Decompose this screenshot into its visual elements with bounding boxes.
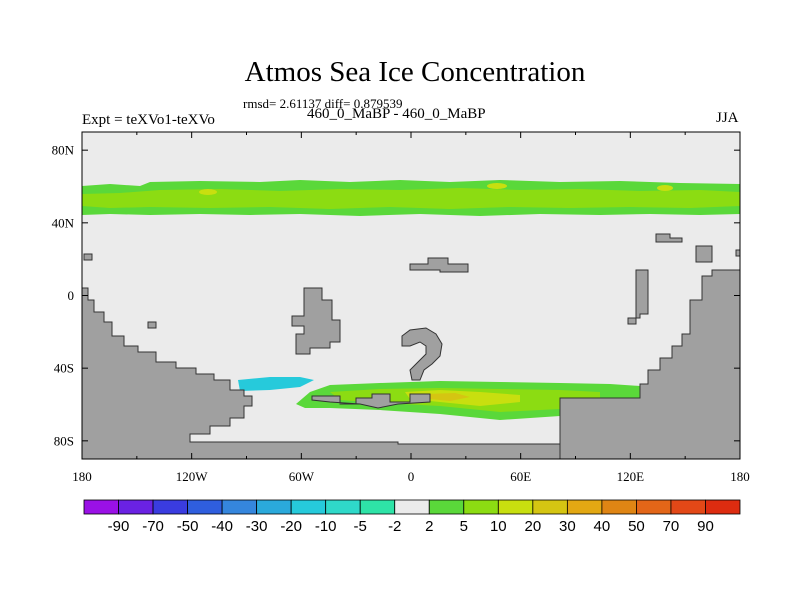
north-ice-peak: [657, 185, 673, 191]
colorbar-swatch: [463, 499, 499, 515]
north-ice-peak: [199, 189, 217, 195]
colorbar-label: -20: [280, 518, 302, 535]
stats-label: rmsd= 2.61137 diff= 0.879539: [243, 96, 403, 111]
map-axes: 180 120W 60W 0 60E 120E 180 80N 40N 0 40S 80S: [52, 132, 750, 484]
island-strip: [409, 257, 469, 273]
colorbar-label: -10: [315, 518, 337, 535]
season-label: JJA: [716, 110, 739, 126]
colorbar-swatch: [428, 499, 465, 515]
colorbar-swatch: [152, 499, 188, 515]
colorbar-swatch: [221, 499, 258, 515]
colorbar-label: -70: [142, 518, 164, 535]
lon-tick-label: 180: [72, 469, 92, 484]
colorbar-swatch: [290, 499, 327, 515]
lon-tick-label: 180: [730, 469, 750, 484]
lat-tick-label: 40S: [54, 361, 74, 376]
lat-tick-label: 80S: [54, 433, 74, 448]
lon-tick-label: 120W: [176, 469, 209, 484]
colorbar-label: 20: [524, 518, 541, 535]
island-east-small: [695, 245, 713, 263]
lat-tick-label: 40N: [52, 215, 75, 230]
colorbar-swatch: [187, 499, 223, 515]
colorbar-label: -5: [354, 518, 367, 535]
colorbar-swatch: [601, 499, 637, 515]
map-subtitle: 460_0_MaBP - 460_0_MaBP: [307, 106, 486, 122]
south-ice-peak: [425, 393, 470, 401]
antarctic-peninsula-coast: [311, 393, 431, 409]
north-ice-peak: [487, 183, 507, 189]
colorbar-label: 50: [628, 518, 645, 535]
colorbar-swatch: [532, 499, 568, 515]
colorbar-swatch: [705, 499, 741, 515]
colorbar-swatch: [497, 499, 534, 515]
colorbar-swatch: [256, 499, 292, 515]
colorbar-swatch: [325, 499, 361, 515]
colorbar-swatch: [636, 499, 672, 515]
colorbar: -90 -70 -50 -40 -30 -20 -10 -5 -2 2 5 10 20 30 40 50 70 9…: [83, 499, 741, 535]
colorbar-label: 40: [594, 518, 611, 535]
colorbar-label: -90: [108, 518, 130, 535]
colorbar-label: 10: [490, 518, 507, 535]
south-ice-negative: [238, 377, 314, 391]
experiment-label: Expt = teXVo1-teXVo: [82, 112, 215, 128]
north-ice-inner: [82, 188, 740, 209]
colorbar-label: -40: [211, 518, 233, 535]
colorbar-swatch: [118, 499, 154, 515]
lon-tick-label: 0: [408, 469, 415, 484]
colorbar-swatch: [394, 499, 430, 515]
map-title: Atmos Sea Ice Concentration: [244, 56, 586, 88]
island-small: [147, 321, 157, 329]
island-small: [735, 249, 740, 257]
colorbar-label: 5: [460, 518, 468, 535]
colorbar-label: 70: [663, 518, 680, 535]
colorbar-label: 30: [559, 518, 576, 535]
lat-tick-label: 0: [68, 288, 75, 303]
continent-west: [82, 287, 561, 459]
colorbar-swatch: [670, 499, 706, 515]
island-east: [635, 269, 649, 319]
island-central: [291, 287, 341, 355]
colorbar-label: 2: [425, 518, 433, 535]
island-ring: [401, 327, 443, 381]
colorbar-label: -2: [388, 518, 401, 535]
island-east-small: [655, 233, 683, 243]
colorbar-swatch: [566, 499, 603, 515]
colorbar-swatch: [83, 499, 119, 515]
lon-tick-label: 120E: [617, 469, 645, 484]
island-small: [627, 317, 637, 325]
lon-tick-label: 60E: [510, 469, 531, 484]
continent-east: [559, 269, 740, 459]
colorbar-swatch: [359, 499, 396, 515]
colorbar-label: 90: [697, 518, 714, 535]
colorbar-label: -50: [177, 518, 199, 535]
lat-tick-label: 80N: [52, 143, 75, 158]
island-small: [83, 253, 93, 261]
lon-tick-label: 60W: [289, 469, 315, 484]
colorbar-label: -30: [246, 518, 268, 535]
